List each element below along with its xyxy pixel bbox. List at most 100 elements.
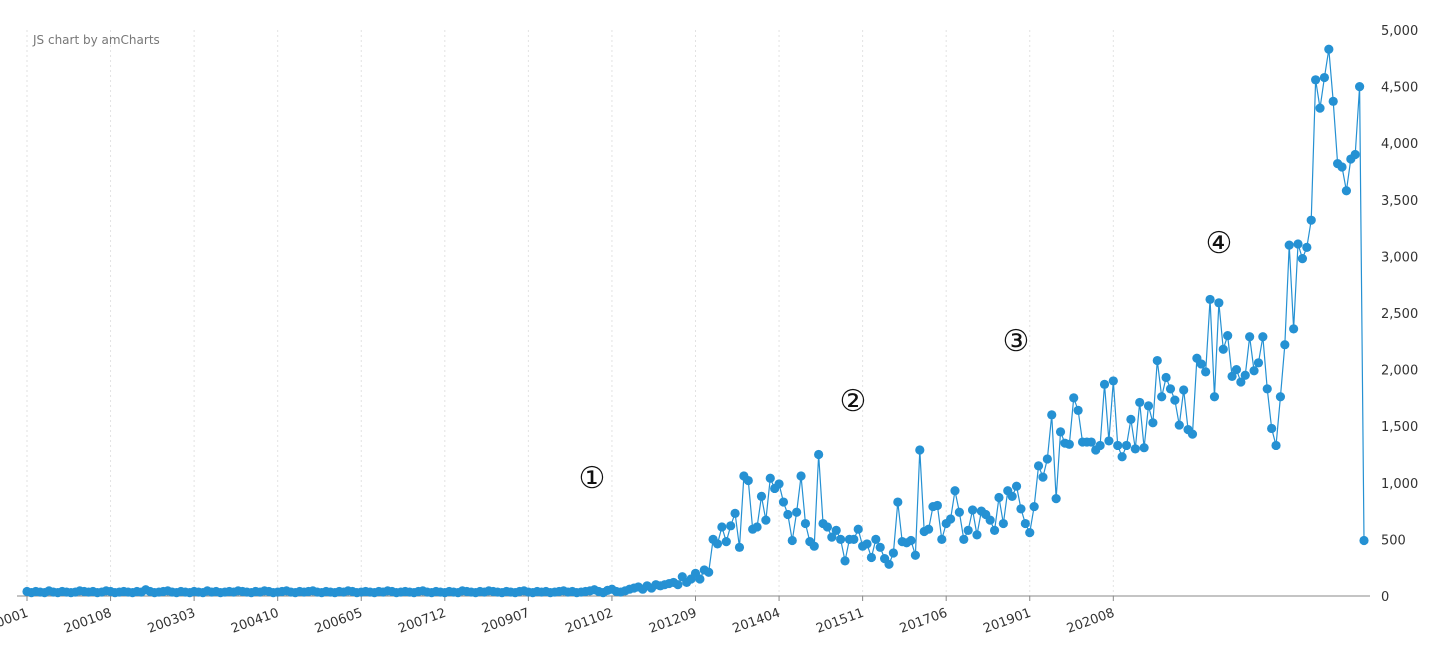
data-point [1236,377,1246,387]
data-point [800,518,811,529]
annotation-marker: ③ [1003,324,1030,359]
data-point [1196,359,1206,369]
data-point [1341,186,1352,196]
data-point [1262,384,1272,394]
data-point [1073,405,1083,415]
data-point [1055,427,1066,437]
data-point [1209,392,1220,402]
x-tick-label: 202008 [1065,606,1117,637]
data-point [954,507,964,517]
x-tick-label: 201102 [564,606,616,637]
data-point [1324,44,1334,54]
data-point [1069,393,1079,403]
y-tick-label: 2,500 [1381,307,1418,322]
data-point [1350,149,1360,160]
y-tick-label: 1,500 [1381,420,1418,435]
chart-credit[interactable]: JS chart by amCharts [33,33,160,47]
data-point [783,509,793,520]
data-point [809,541,819,551]
data-point [924,524,934,534]
data-point [893,497,903,507]
data-point [1064,439,1074,449]
data-point [752,522,762,532]
data-point [1148,418,1158,428]
data-point [726,521,736,531]
data-point [915,445,925,455]
data-point [963,525,973,535]
data-point [761,515,771,525]
data-point [1297,254,1308,264]
data-point [1165,384,1176,394]
data-point [1187,429,1198,439]
data-point [1218,344,1228,354]
data-point [1302,242,1312,252]
y-tick-label: 5,000 [1381,24,1418,39]
x-tick-label: 201706 [898,606,950,637]
data-point [1135,397,1145,408]
x-tick-label: 201901 [981,606,1033,637]
data-point [1011,481,1022,491]
data-point [1205,294,1215,305]
data-point [1016,504,1026,514]
data-point [1152,355,1162,366]
data-point [796,471,806,481]
data-point [1139,443,1149,453]
data-point [1020,518,1030,529]
data-point [1143,401,1154,411]
y-tick-label: 3,500 [1381,194,1418,209]
data-point [1359,535,1369,546]
x-tick-label: 200605 [313,606,365,637]
data-point [704,567,714,577]
data-point [1293,239,1303,249]
data-point [1179,385,1189,395]
data-point [1047,410,1057,420]
data-point [1051,494,1061,504]
data-point [1113,440,1123,451]
data-point [1306,215,1316,225]
y-tick-label: 4,500 [1381,81,1418,96]
data-point [1214,298,1224,308]
data-point [1042,454,1052,464]
y-tick-label: 2,000 [1381,364,1418,379]
data-point [1227,371,1237,381]
x-tick-label: 200108 [62,606,114,637]
data-point [1161,372,1171,383]
data-point [756,491,767,501]
data-point [994,492,1004,503]
data-point [1157,392,1167,402]
y-tick-label: 1,000 [1381,477,1418,492]
y-tick-label: 3,000 [1381,250,1418,265]
data-point [1126,414,1136,425]
data-point [910,550,921,560]
data-point [950,486,960,496]
data-point [853,524,863,534]
annotation-marker: ④ [1206,226,1233,261]
data-point [774,479,784,489]
data-point [1280,340,1290,350]
data-point [1174,420,1184,430]
data-point [932,500,942,511]
data-points [22,44,1369,598]
data-point [831,525,841,535]
data-point [778,497,789,507]
data-point [1170,395,1180,405]
data-point [743,475,753,486]
data-point [1245,332,1255,342]
data-point [1289,324,1299,334]
data-point [1038,472,1048,482]
data-point [998,518,1008,529]
data-point [862,539,872,549]
y-tick-label: 500 [1381,533,1406,548]
data-point [836,534,846,545]
x-tick-label: 200303 [146,606,198,637]
data-point [787,535,797,546]
data-point [822,522,833,532]
data-point [1130,444,1140,454]
data-point [721,537,731,547]
data-point [1086,437,1096,447]
data-point [866,552,877,563]
x-tick-label: 200712 [396,606,448,637]
data-point [717,522,727,532]
x-tick-label: 201511 [814,606,866,637]
